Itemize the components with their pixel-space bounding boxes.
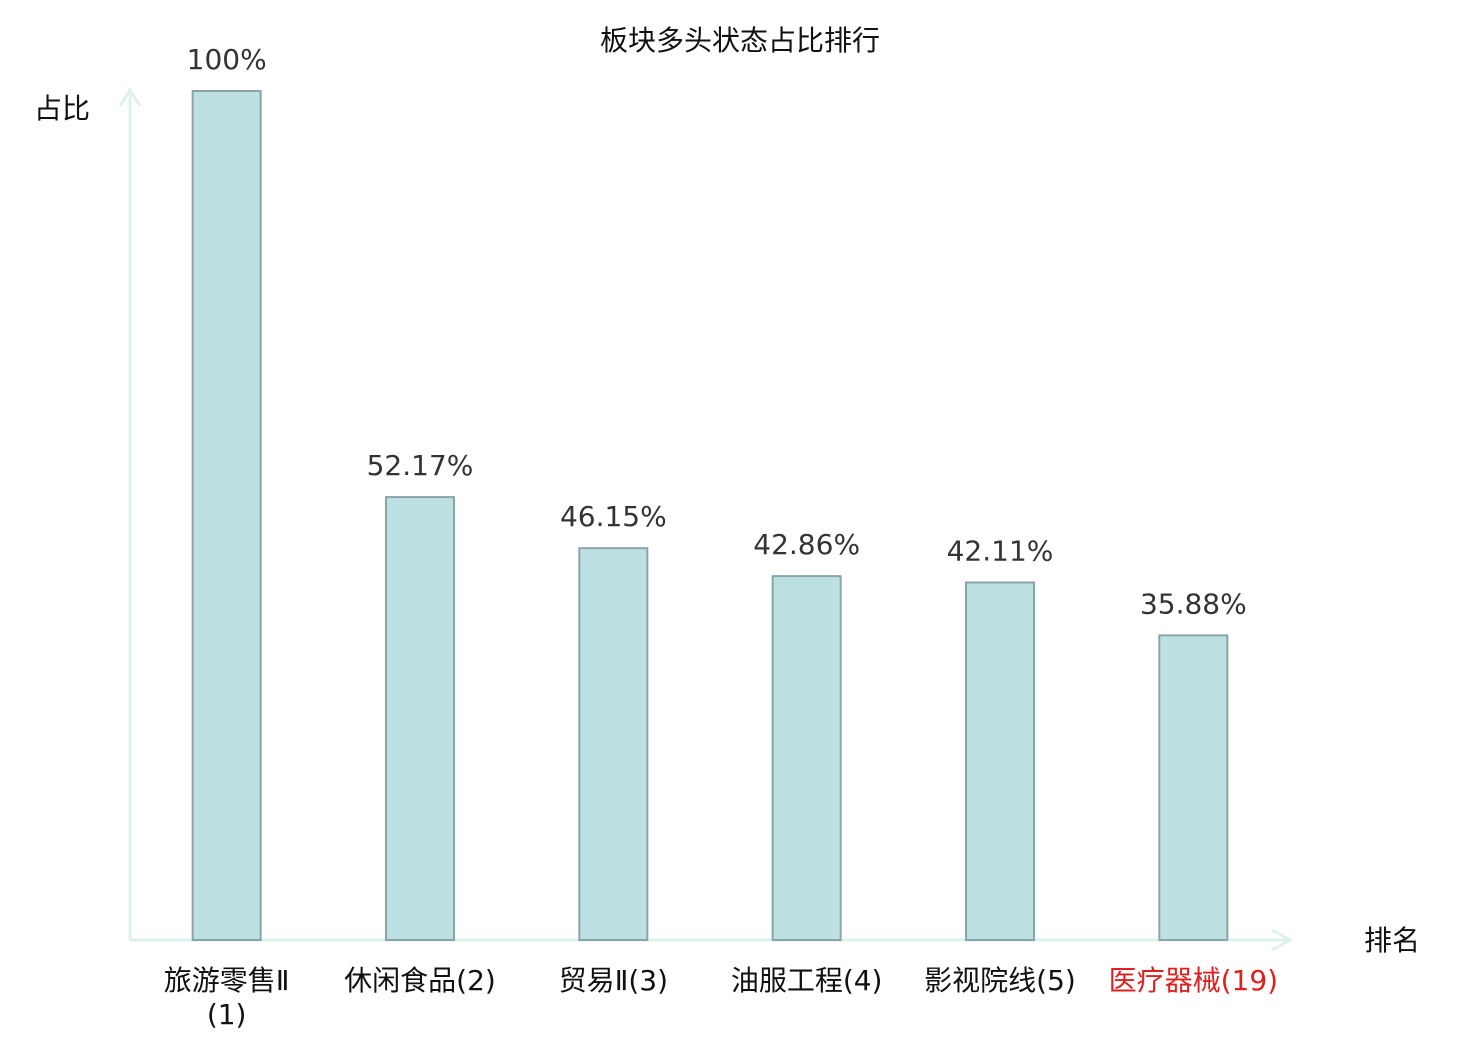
y-axis-label: 占比 bbox=[34, 92, 90, 125]
bar bbox=[771, 575, 842, 941]
x-tick-label: 贸易Ⅱ(3) bbox=[558, 964, 669, 997]
bar bbox=[578, 547, 649, 942]
value-label: 46.15% bbox=[560, 500, 667, 533]
value-label: 42.11% bbox=[947, 534, 1054, 567]
value-label: 100% bbox=[187, 43, 267, 76]
bar bbox=[965, 581, 1035, 941]
value-label: 52.17% bbox=[367, 449, 474, 482]
x-tick-label: 医疗器械(19) bbox=[1108, 964, 1279, 997]
bar bbox=[1158, 634, 1229, 941]
chart-title: 板块多头状态占比排行 bbox=[600, 24, 880, 57]
x-tick-label: 旅游零售Ⅱ(1) bbox=[163, 964, 290, 1031]
x-axis-label: 排名 bbox=[1364, 924, 1420, 957]
y-axis-arrow bbox=[118, 87, 142, 107]
x-tick-label: 油服工程(4) bbox=[730, 964, 883, 997]
value-label: 35.88% bbox=[1140, 587, 1247, 620]
bar bbox=[385, 496, 455, 941]
x-tick-label: 休闲食品(2) bbox=[344, 964, 496, 997]
value-label: 42.86% bbox=[753, 528, 860, 561]
bar bbox=[191, 90, 262, 941]
x-tick-label: 影视院线(5) bbox=[924, 964, 1076, 997]
x-axis-arrow bbox=[1271, 928, 1294, 952]
